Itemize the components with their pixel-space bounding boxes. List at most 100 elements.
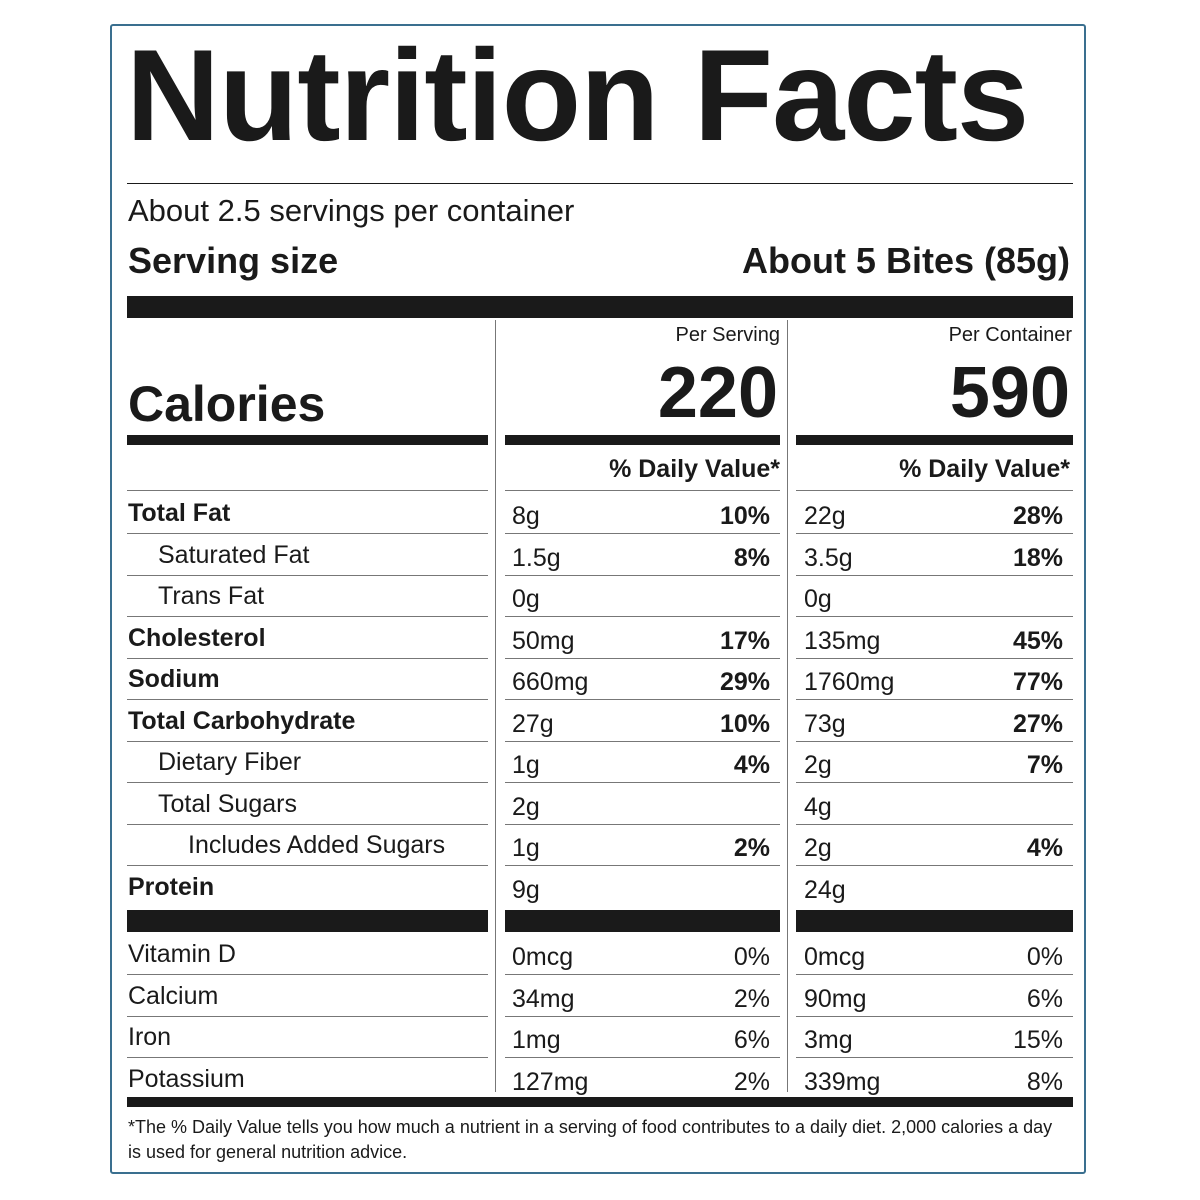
nutrient-name: Total Carbohydrate: [128, 706, 356, 735]
micronutrient-name: Vitamin D: [128, 940, 236, 968]
row-rule: [127, 823, 488, 825]
nutrient-name: Protein: [128, 872, 215, 901]
serving-daily-value: 17%: [719, 626, 770, 655]
row-rule: [796, 616, 1073, 617]
row-rule: [505, 1015, 780, 1017]
serving-size-value: About 5 Bites (85g): [741, 240, 1070, 281]
container-amount: 3mg: [804, 1026, 853, 1054]
nutrient-name: Dietary Fiber: [158, 748, 302, 776]
serving-amount: 1g: [512, 834, 540, 862]
serving-daily-value: 8%: [733, 543, 770, 572]
container-daily-value: 6%: [1026, 984, 1063, 1013]
serving-daily-value: 0%: [733, 943, 770, 971]
nutrition-label-panel: [110, 24, 1086, 1174]
row-rule: [127, 782, 488, 783]
nutrient-row: Protein 9g 24g: [0, 867, 1200, 908]
container-amount: 339mg: [804, 1067, 881, 1096]
row-rule: [505, 782, 780, 783]
row-rule: [505, 740, 780, 742]
serving-amount: 27g: [512, 709, 554, 738]
row-rule: [505, 699, 780, 700]
container-amount: 0g: [804, 585, 832, 613]
thick-bar-bottom: [127, 1097, 1073, 1107]
dv-rule-right: [796, 490, 1073, 491]
nutrient-name: Total Sugars: [158, 789, 297, 818]
container-daily-value: 7%: [1026, 751, 1063, 779]
nutrient-name: Cholesterol: [128, 623, 266, 652]
container-daily-value: 27%: [1012, 709, 1063, 738]
container-amount: 90mg: [804, 984, 867, 1013]
container-amount: 22g: [804, 502, 846, 530]
row-rule: [505, 574, 780, 576]
micronutrient-row: Iron 1mg 6% 3mg 15%: [0, 1017, 1200, 1058]
row-rule: [127, 1057, 488, 1058]
calories-bar-left: [127, 435, 488, 445]
row-rule: [505, 1057, 780, 1058]
row-rule: [796, 1015, 1073, 1017]
title-divider: [127, 183, 1073, 184]
dv-rule-mid: [505, 490, 780, 491]
container-amount: 2g: [804, 834, 832, 862]
row-rule: [796, 657, 1073, 659]
row-rule: [505, 533, 780, 534]
micronutrient-name: Potassium: [128, 1064, 245, 1093]
container-daily-value: 28%: [1012, 502, 1063, 530]
container-amount: 2g: [804, 751, 832, 779]
nutrient-row: Includes Added Sugars 1g 2% 2g 4%: [0, 825, 1200, 866]
row-rule: [505, 974, 780, 975]
nutrient-row: Total Fat 8g 10% 22g 28%: [0, 493, 1200, 534]
serving-amount: 2g: [512, 792, 540, 821]
serving-amount: 1.5g: [512, 543, 561, 572]
container-amount: 1760mg: [804, 668, 895, 696]
container-amount: 0mcg: [804, 943, 866, 971]
serving-amount: 34mg: [512, 984, 575, 1013]
calories-label: Calories: [128, 376, 326, 432]
nutrient-row: Sodium 660mg 29% 1760mg 77%: [0, 659, 1200, 700]
row-rule: [796, 823, 1073, 825]
micronutrient-name: Iron: [128, 1023, 172, 1051]
label-title: Nutrition Facts: [126, 22, 1029, 168]
micronutrient-name: Calcium: [128, 981, 219, 1010]
nutrient-name: Total Fat: [128, 499, 231, 527]
container-daily-value: 8%: [1026, 1067, 1063, 1096]
daily-value-footnote: *The % Daily Value tells you how much a …: [128, 1117, 1053, 1162]
nutrient-row: Saturated Fat 1.5g 8% 3.5g 18%: [0, 535, 1200, 576]
servings-per-container: About 2.5 servings per container: [128, 193, 575, 228]
serving-daily-value: 4%: [733, 751, 770, 779]
serving-amount: 9g: [512, 875, 540, 904]
serving-daily-value: 10%: [719, 502, 770, 530]
thick-bar-vitamins-mid: [505, 910, 780, 932]
nutrient-name: Sodium: [128, 665, 220, 693]
serving-amount: 1g: [512, 751, 540, 779]
serving-amount: 0mcg: [512, 943, 574, 971]
dv-rule-left: [127, 490, 488, 491]
calories-per-container: 590: [949, 353, 1070, 433]
thick-bar-vitamins-right: [796, 910, 1073, 932]
daily-value-header-container: % Daily Value*: [899, 455, 1070, 483]
serving-amount: 660mg: [512, 668, 589, 696]
container-amount: 24g: [804, 875, 846, 904]
serving-amount: 127mg: [512, 1067, 589, 1096]
row-rule: [127, 533, 488, 534]
thick-bar-top: [127, 296, 1073, 318]
row-rule: [796, 740, 1073, 742]
micronutrient-row: Potassium 127mg 2% 339mg 8%: [0, 1059, 1200, 1100]
nutrient-name: Trans Fat: [158, 582, 265, 610]
serving-daily-value: 2%: [733, 834, 770, 862]
row-rule: [127, 616, 488, 617]
serving-amount: 0g: [512, 585, 540, 613]
container-daily-value: 77%: [1012, 668, 1063, 696]
serving-daily-value: 2%: [733, 1067, 770, 1096]
nutrient-row: Cholesterol 50mg 17% 135mg 45%: [0, 618, 1200, 659]
column-divider-1: [495, 320, 496, 1092]
serving-daily-value: 2%: [733, 984, 770, 1013]
row-rule: [127, 574, 488, 576]
serving-amount: 8g: [512, 502, 540, 530]
row-rule: [796, 782, 1073, 783]
row-rule: [127, 657, 488, 659]
calories-per-serving: 220: [657, 353, 778, 433]
nutrient-row: Total Sugars 2g 4g: [0, 784, 1200, 825]
nutrient-row: Trans Fat 0g 0g: [0, 576, 1200, 617]
calories-bar-right: [796, 435, 1073, 445]
row-rule: [796, 1057, 1073, 1058]
